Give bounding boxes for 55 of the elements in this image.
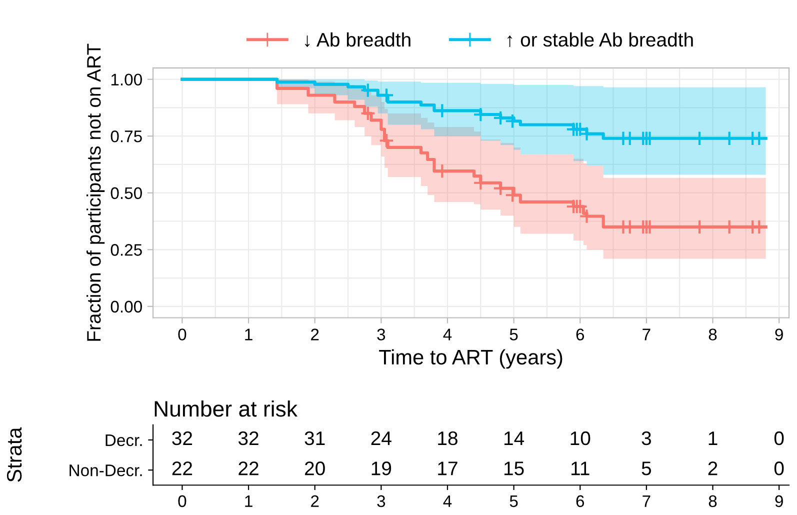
- x-tick-label: 5: [510, 495, 518, 508]
- data-label: 18: [438, 431, 458, 446]
- y-axis-title: Strata: [6, 427, 22, 482]
- y-tick-label: Decr.: [106, 434, 142, 446]
- data-label: 0: [774, 462, 784, 476]
- data-label: 3: [642, 431, 651, 446]
- y-tick-label: 1.00: [111, 74, 142, 86]
- data-label: 2: [708, 462, 718, 476]
- x-tick-label: 7: [642, 328, 650, 340]
- y-tick-label: Non-Decr.: [70, 464, 142, 476]
- point: [378, 133, 394, 148]
- x-tick-label: 1: [245, 495, 252, 507]
- x-axis-title: Time to ART (years): [379, 349, 562, 369]
- legend-label: ↑ or stable Ab breadth: [508, 32, 693, 48]
- data-label: 24: [371, 431, 392, 445]
- x-tick-label: 3: [377, 495, 386, 508]
- x-tick-label: 4: [443, 328, 452, 340]
- data-label: 20: [305, 462, 325, 476]
- x-tick-label: 0: [178, 495, 186, 508]
- x-tick-label: 8: [708, 495, 717, 508]
- y-tick-label: 0.50: [110, 187, 142, 200]
- data-label: 5: [642, 462, 652, 476]
- data-label: 32: [172, 431, 192, 446]
- x-tick-label: 0: [178, 328, 186, 340]
- data-label: 32: [238, 431, 258, 446]
- x-tick-label: 2: [311, 495, 319, 507]
- data-label: 22: [172, 462, 192, 476]
- data-label: 15: [504, 462, 524, 476]
- legend-label: ↓ Ab breadth: [304, 32, 410, 48]
- x-tick-label: 2: [311, 328, 319, 340]
- x-tick-label: 3: [377, 328, 386, 340]
- data-label: 0: [774, 431, 784, 446]
- x-tick-label: 8: [708, 328, 717, 340]
- x-tick-label: 9: [775, 328, 783, 340]
- data-label: 10: [570, 431, 590, 446]
- y-tick-label: 0.00: [110, 300, 142, 313]
- data-label: 22: [238, 462, 258, 476]
- x-tick-label: 5: [510, 328, 518, 340]
- data-label: 11: [572, 462, 590, 476]
- x-tick-label: 1: [245, 328, 252, 340]
- y-tick-label: 0.25: [110, 244, 142, 256]
- x-tick-label: 4: [443, 495, 452, 507]
- x-tick-label: 9: [775, 495, 783, 508]
- data-label: 19: [372, 462, 392, 476]
- data-label: 14: [504, 432, 524, 445]
- data-label: 1: [708, 432, 718, 445]
- point: [360, 106, 376, 122]
- y-tick-label: 0.75: [110, 130, 142, 142]
- x-tick-label: 6: [576, 495, 584, 508]
- chart-title: Number at risk: [154, 400, 298, 417]
- x-tick-label: 7: [642, 495, 650, 507]
- data-label: 17: [438, 462, 458, 476]
- data-label: 31: [304, 431, 325, 446]
- y-axis-title: Fraction of participants not on ART: [86, 44, 105, 341]
- x-tick-label: 6: [576, 328, 584, 340]
